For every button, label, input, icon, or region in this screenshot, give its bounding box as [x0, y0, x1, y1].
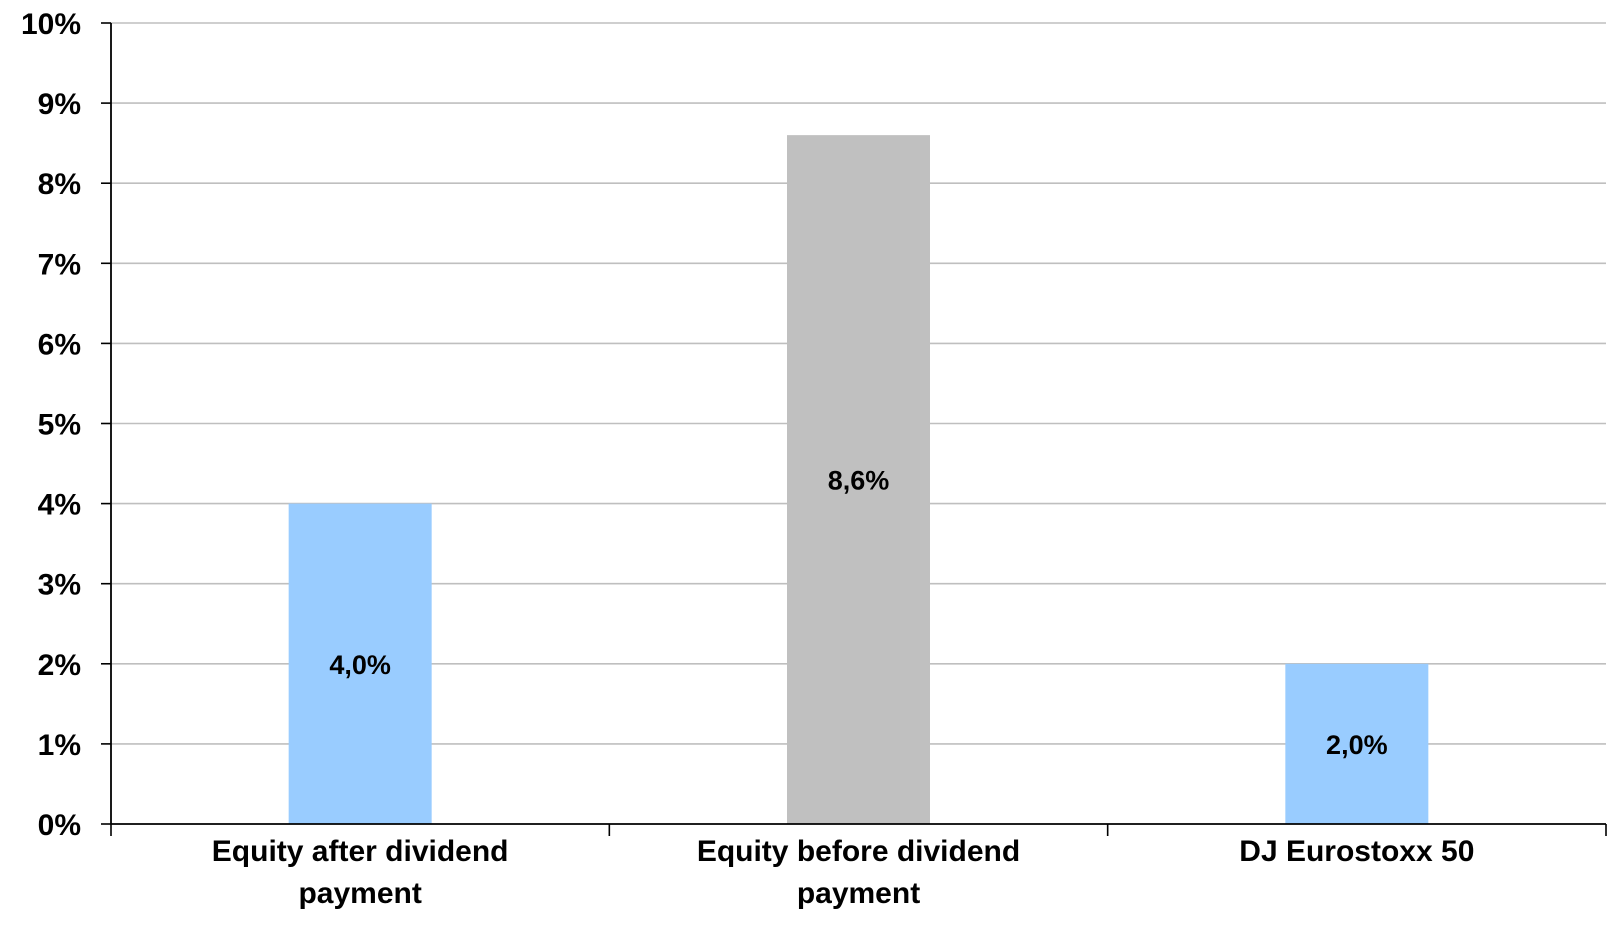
- y-tick-label: 3%: [38, 569, 81, 602]
- y-tick-label: 2%: [38, 649, 81, 682]
- bar-data-label: 4,0%: [329, 650, 391, 680]
- y-tick-label: 5%: [38, 409, 81, 442]
- x-category-label-line: DJ Eurostoxx 50: [1239, 835, 1474, 868]
- x-category-label: Equity after dividend payment: [212, 835, 509, 910]
- bar: [1285, 663, 1429, 824]
- y-tick-label: 4%: [38, 489, 81, 522]
- y-tick-label: 9%: [38, 88, 81, 121]
- x-category-label-line: payment: [797, 877, 920, 910]
- bar-data-label: 2,0%: [1326, 730, 1388, 760]
- x-category-label: DJ Eurostoxx 50: [1239, 835, 1474, 868]
- x-category-label-line: payment: [298, 877, 421, 910]
- bar: [288, 503, 432, 824]
- y-tick-label: 1%: [38, 729, 81, 762]
- y-tick-label: 10%: [21, 8, 81, 41]
- x-category-label: Equity before dividend payment: [697, 835, 1020, 910]
- y-tick-label: 0%: [38, 809, 81, 842]
- x-category-label-line: Equity before dividend: [697, 835, 1020, 868]
- y-axis-ticks: 0% 1% 2% 3% 4% 5% 6% 7% 8% 9% 10%: [21, 8, 111, 842]
- y-tick-label: 8%: [38, 168, 81, 201]
- y-tick-label: 7%: [38, 248, 81, 281]
- y-tick-label: 6%: [38, 328, 81, 361]
- bar-data-label: 8,6%: [828, 466, 890, 496]
- x-category-label-line: Equity after dividend: [212, 835, 509, 868]
- bars: 4,0% 8,6% 2,0%: [288, 135, 1429, 824]
- bar: [787, 135, 930, 824]
